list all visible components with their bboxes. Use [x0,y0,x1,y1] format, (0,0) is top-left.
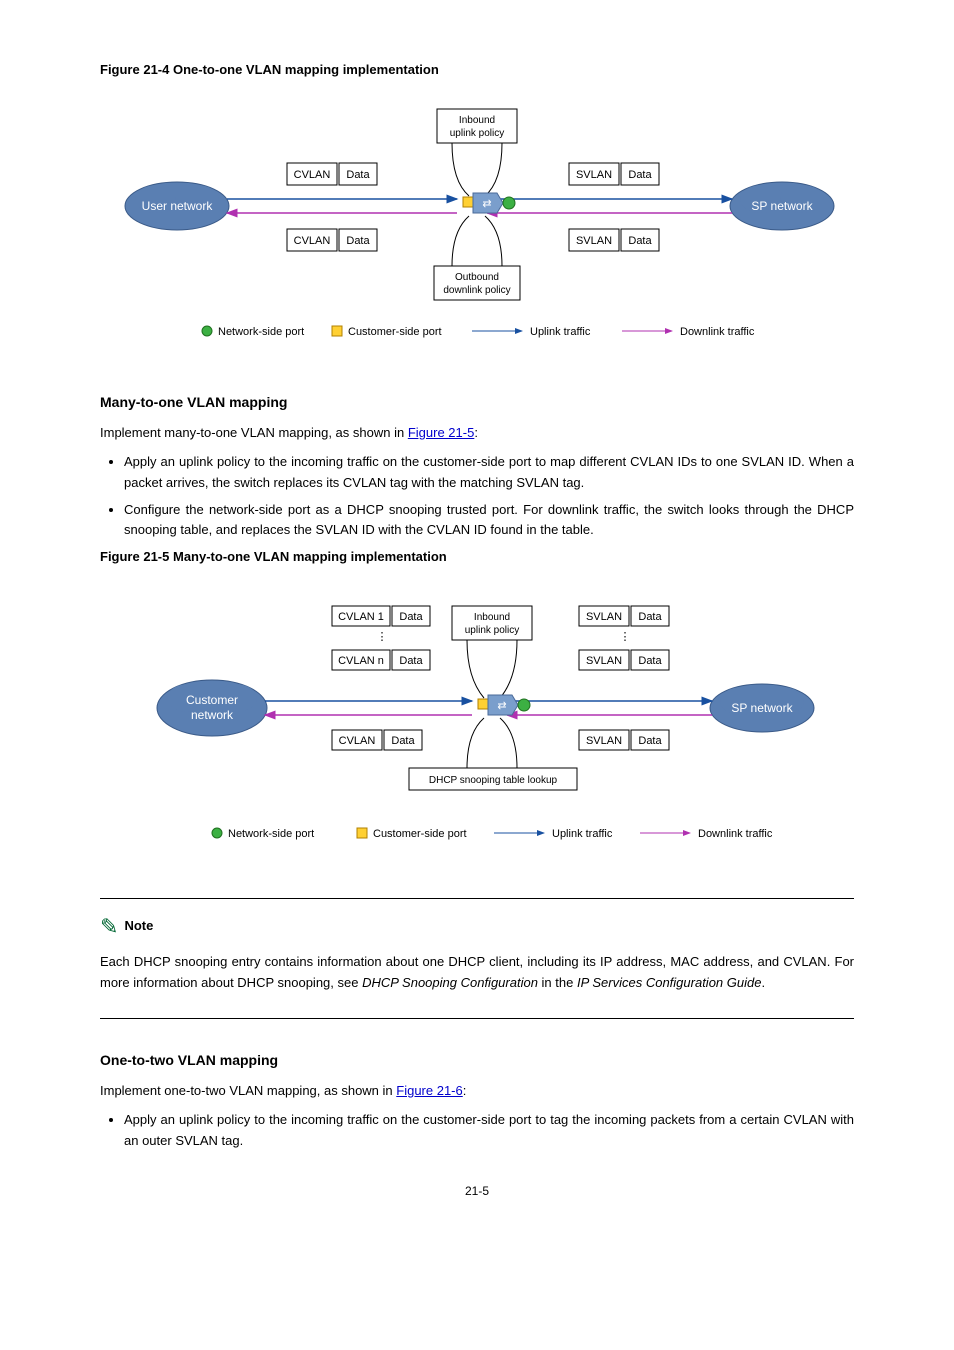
figure2-text: Many-to-one VLAN mapping implementation [173,549,447,564]
svg-text:Customer-side port: Customer-side port [348,326,442,338]
bullet-2a: Apply an uplink policy to the incoming t… [124,452,854,494]
figure2-diagram: Customer network SP network CVLAN 1 Data… [100,578,854,858]
svg-text:⇄: ⇄ [497,700,506,712]
svg-text:DHCP snooping table lookup: DHCP snooping table lookup [429,775,558,786]
intro2-para: Implement many-to-one VLAN mapping, as s… [100,423,854,444]
bullet-list-2: Apply an uplink policy to the incoming t… [100,452,854,541]
note-icon: ✎ [100,909,118,944]
svg-text:SP network: SP network [731,701,793,715]
note-box: ✎ Note Each DHCP snooping entry contains… [100,898,854,1019]
note-ref1: DHCP Snooping Configuration [362,975,538,990]
note-header: ✎ Note [100,909,854,944]
svg-text:⋮: ⋮ [377,631,388,643]
section-one-to-two-title: One-to-two VLAN mapping [100,1049,854,1071]
svg-text:uplink policy: uplink policy [450,128,504,139]
svg-text:Data: Data [399,655,423,667]
svg-text:⋮: ⋮ [620,631,631,643]
fig1-cloud-right: SP network [751,199,813,213]
svg-text:Network-side port: Network-side port [218,326,304,338]
svg-text:CVLAN: CVLAN [294,169,331,181]
svg-text:Data: Data [399,611,423,623]
svg-text:SVLAN: SVLAN [586,655,622,667]
svg-text:Data: Data [346,235,370,247]
svg-text:Data: Data [638,655,662,667]
svg-text:downlink policy: downlink policy [443,285,510,296]
bullet-3a: Apply an uplink policy to the incoming t… [124,1110,854,1152]
svg-text:Data: Data [628,235,652,247]
svg-text:network: network [191,708,234,722]
svg-text:uplink policy: uplink policy [465,625,519,636]
svg-text:SVLAN: SVLAN [586,735,622,747]
bullet-2b: Configure the network-side port as a DHC… [124,500,854,542]
svg-text:Inbound: Inbound [474,612,510,623]
svg-text:CVLAN n: CVLAN n [338,655,384,667]
link-figure-21-5[interactable]: Figure 21-5 [408,425,474,440]
fig1-cloud-left: User network [142,199,214,213]
bullet-list-3: Apply an uplink policy to the incoming t… [100,1110,854,1152]
page-number: 21-5 [100,1182,854,1201]
svg-text:Data: Data [346,169,370,181]
svg-text:Outbound: Outbound [455,272,499,283]
link-figure-21-6[interactable]: Figure 21-6 [396,1083,462,1098]
svg-text:CVLAN: CVLAN [294,235,331,247]
svg-text:Inbound: Inbound [459,115,495,126]
svg-text:Data: Data [391,735,415,747]
figure1-diagram: User network SP network CVLAN Data SVLAN… [100,91,854,351]
figure2-caption: Figure 21-5 Many-to-one VLAN mapping imp… [100,547,854,568]
section-many-to-one-title: Many-to-one VLAN mapping [100,391,854,413]
svg-text:Data: Data [638,735,662,747]
svg-text:Downlink traffic: Downlink traffic [698,828,773,840]
svg-text:Customer-side port: Customer-side port [373,828,467,840]
figure1-prefix: Figure 21-4 [100,62,169,77]
svg-text:Customer: Customer [186,693,238,707]
svg-text:⇄: ⇄ [482,198,491,210]
note-ref2: IP Services Configuration Guide [577,975,762,990]
svg-text:SVLAN: SVLAN [576,169,612,181]
figure2-prefix: Figure 21-5 [100,549,169,564]
svg-text:Uplink traffic: Uplink traffic [530,326,591,338]
svg-text:SVLAN: SVLAN [586,611,622,623]
svg-text:Downlink traffic: Downlink traffic [680,326,755,338]
note-label: Note [124,916,153,937]
note-text: Each DHCP snooping entry contains inform… [100,952,854,994]
svg-text:CVLAN: CVLAN [339,735,376,747]
svg-text:Network-side port: Network-side port [228,828,314,840]
svg-text:Uplink traffic: Uplink traffic [552,828,613,840]
svg-text:Data: Data [628,169,652,181]
svg-text:SVLAN: SVLAN [576,235,612,247]
svg-text:Data: Data [638,611,662,623]
figure1-text: One-to-one VLAN mapping implementation [173,62,439,77]
intro3-para: Implement one-to-two VLAN mapping, as sh… [100,1081,854,1102]
figure1-caption: Figure 21-4 One-to-one VLAN mapping impl… [100,60,854,81]
svg-text:CVLAN 1: CVLAN 1 [338,611,384,623]
